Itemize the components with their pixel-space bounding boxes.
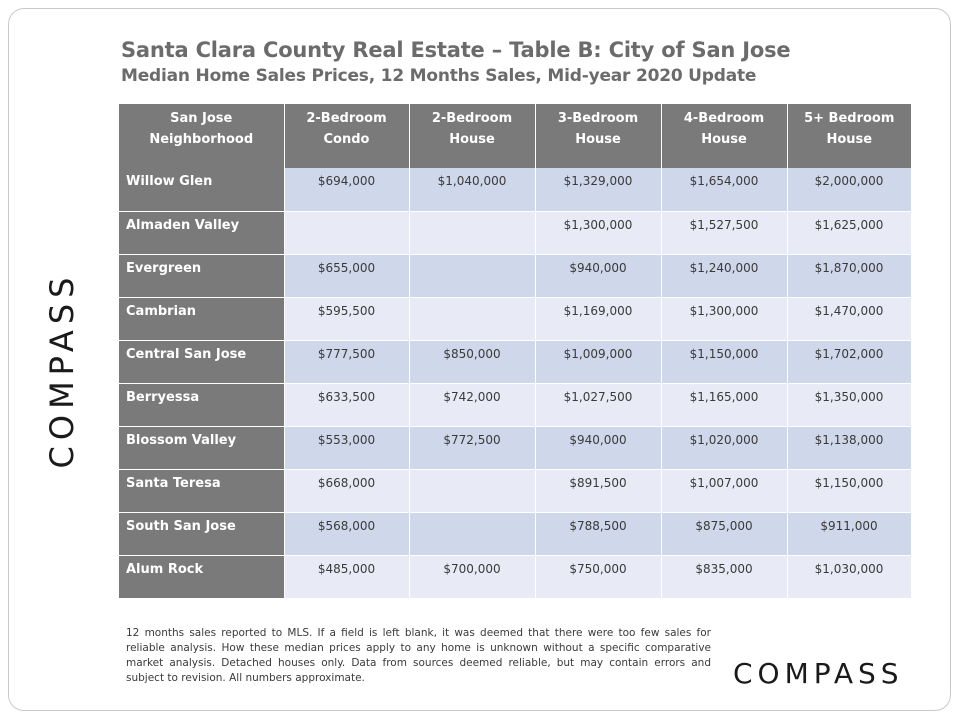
price-cell: $742,000 [409, 383, 536, 427]
price-cell: $568,000 [284, 512, 410, 556]
price-cell: $1,020,000 [661, 426, 788, 470]
price-cell: $485,000 [284, 555, 410, 599]
table-row: Alum Rock $485,000 $700,000 $750,000 $835,00… [119, 555, 912, 599]
column-header: 2-Bedroom House [409, 104, 536, 168]
column-header: 2-Bedroom Condo [284, 104, 410, 168]
price-cell: $911,000 [787, 512, 912, 556]
price-cell: $940,000 [535, 254, 662, 298]
table-body: Willow Glen $694,000 $1,040,000 $1,329,000 $… [119, 168, 912, 599]
price-cell: $1,169,000 [535, 297, 662, 341]
price-cell: $1,350,000 [787, 383, 912, 427]
compass-logo-vertical: COMPASS [43, 272, 81, 469]
price-cell: $1,007,000 [661, 469, 788, 513]
price-cell: $694,000 [284, 168, 410, 212]
column-header-line: 2-Bedroom [306, 111, 387, 126]
price-table: San Jose Neighborhood 2-Bedroom Condo 2-Bedr… [119, 104, 912, 599]
table-row: Almaden Valley $1,300,000 $1,527,500 $1,625… [119, 211, 912, 255]
price-cell: $1,040,000 [409, 168, 536, 212]
price-cell: $850,000 [409, 340, 536, 384]
page-subtitle: Median Home Sales Prices, 12 Months Sale… [121, 66, 757, 86]
price-cell: $788,500 [535, 512, 662, 556]
neighborhood-cell: Almaden Valley [119, 211, 285, 255]
price-cell: $1,329,000 [535, 168, 662, 212]
table-row: Cambrian $595,500 $1,169,000 $1,300,000 $1,4… [119, 297, 912, 341]
price-cell [409, 254, 536, 298]
price-cell: $1,625,000 [787, 211, 912, 255]
price-cell: $553,000 [284, 426, 410, 470]
neighborhood-cell: Central San Jose [119, 340, 285, 384]
column-header-line: 2-Bedroom [431, 111, 513, 126]
column-header-line: House [575, 132, 621, 147]
price-cell: $1,654,000 [661, 168, 788, 212]
price-cell [284, 211, 410, 255]
page-title: Santa Clara County Real Estate – Table B… [121, 38, 791, 62]
neighborhood-cell: Alum Rock [119, 555, 285, 599]
price-cell [409, 469, 536, 513]
compass-logo: COMPASS [733, 657, 904, 690]
price-cell: $1,027,500 [535, 383, 662, 427]
neighborhood-cell: South San Jose [119, 512, 285, 556]
neighborhood-cell: Blossom Valley [119, 426, 285, 470]
column-header-line: House [449, 132, 495, 147]
price-cell: $1,470,000 [787, 297, 912, 341]
price-cell: $2,000,000 [787, 168, 912, 212]
price-cell: $668,000 [284, 469, 410, 513]
column-header-line: San Jose [170, 111, 233, 126]
price-cell [409, 512, 536, 556]
column-header-line: House [826, 132, 873, 147]
column-header-line: Neighborhood [149, 132, 254, 147]
price-cell: $891,500 [535, 469, 662, 513]
column-header: San Jose Neighborhood [119, 104, 285, 168]
table-row: Evergreen $655,000 $940,000 $1,240,000 $1,87… [119, 254, 912, 298]
price-cell: $1,240,000 [661, 254, 788, 298]
price-cell: $1,870,000 [787, 254, 912, 298]
column-header: 5+ Bedroom House [787, 104, 911, 168]
compass-logo-vertical-text: COMPASS [43, 271, 81, 469]
neighborhood-cell: Berryessa [119, 383, 285, 427]
table-row: Central San Jose $777,500 $850,000 $1,009,0… [119, 340, 912, 384]
price-cell: $1,138,000 [787, 426, 912, 470]
price-cell: $772,500 [409, 426, 536, 470]
price-cell: $1,030,000 [787, 555, 912, 599]
price-cell: $1,702,000 [787, 340, 912, 384]
table-header-row: San Jose Neighborhood 2-Bedroom Condo 2-Bedr… [119, 104, 911, 168]
price-cell: $875,000 [661, 512, 788, 556]
price-cell: $700,000 [409, 555, 536, 599]
price-cell: $1,527,500 [661, 211, 788, 255]
table-row: South San Jose $568,000 $788,500 $875,000 $9… [119, 512, 912, 556]
price-cell: $750,000 [535, 555, 662, 599]
column-header-line: 5+ Bedroom [804, 111, 895, 126]
neighborhood-cell: Santa Teresa [119, 469, 285, 513]
price-cell: $633,500 [284, 383, 410, 427]
table-row: Blossom Valley $553,000 $772,500 $940,000 $1… [119, 426, 912, 470]
neighborhood-cell: Evergreen [119, 254, 285, 298]
table-row: Berryessa $633,500 $742,000 $1,027,500 $1,16… [119, 383, 912, 427]
column-header: 4-Bedroom House [661, 104, 788, 168]
price-cell: $1,150,000 [787, 469, 912, 513]
price-cell: $655,000 [284, 254, 410, 298]
column-header-line: House [701, 132, 747, 147]
column-header-line: Condo [323, 132, 370, 147]
table-row: Willow Glen $694,000 $1,040,000 $1,329,000 $… [119, 168, 912, 212]
price-cell: $835,000 [661, 555, 788, 599]
neighborhood-cell: Cambrian [119, 297, 285, 341]
price-cell: $1,165,000 [661, 383, 788, 427]
column-header-line: 3-Bedroom [557, 111, 639, 126]
price-cell: $1,150,000 [661, 340, 788, 384]
footnote: 12 months sales reported to MLS. If a fi… [126, 627, 711, 684]
column-header-line: 4-Bedroom [683, 111, 765, 126]
price-cell: $595,500 [284, 297, 410, 341]
price-cell: $1,009,000 [535, 340, 662, 384]
price-cell [409, 211, 536, 255]
column-header: 3-Bedroom House [535, 104, 662, 168]
neighborhood-cell: Willow Glen [119, 168, 285, 212]
price-cell [409, 297, 536, 341]
price-cell: $1,300,000 [535, 211, 662, 255]
price-cell: $1,300,000 [661, 297, 788, 341]
price-cell: $940,000 [535, 426, 662, 470]
table-row: Santa Teresa $668,000 $891,500 $1,007,000 $1… [119, 469, 912, 513]
price-cell: $777,500 [284, 340, 410, 384]
